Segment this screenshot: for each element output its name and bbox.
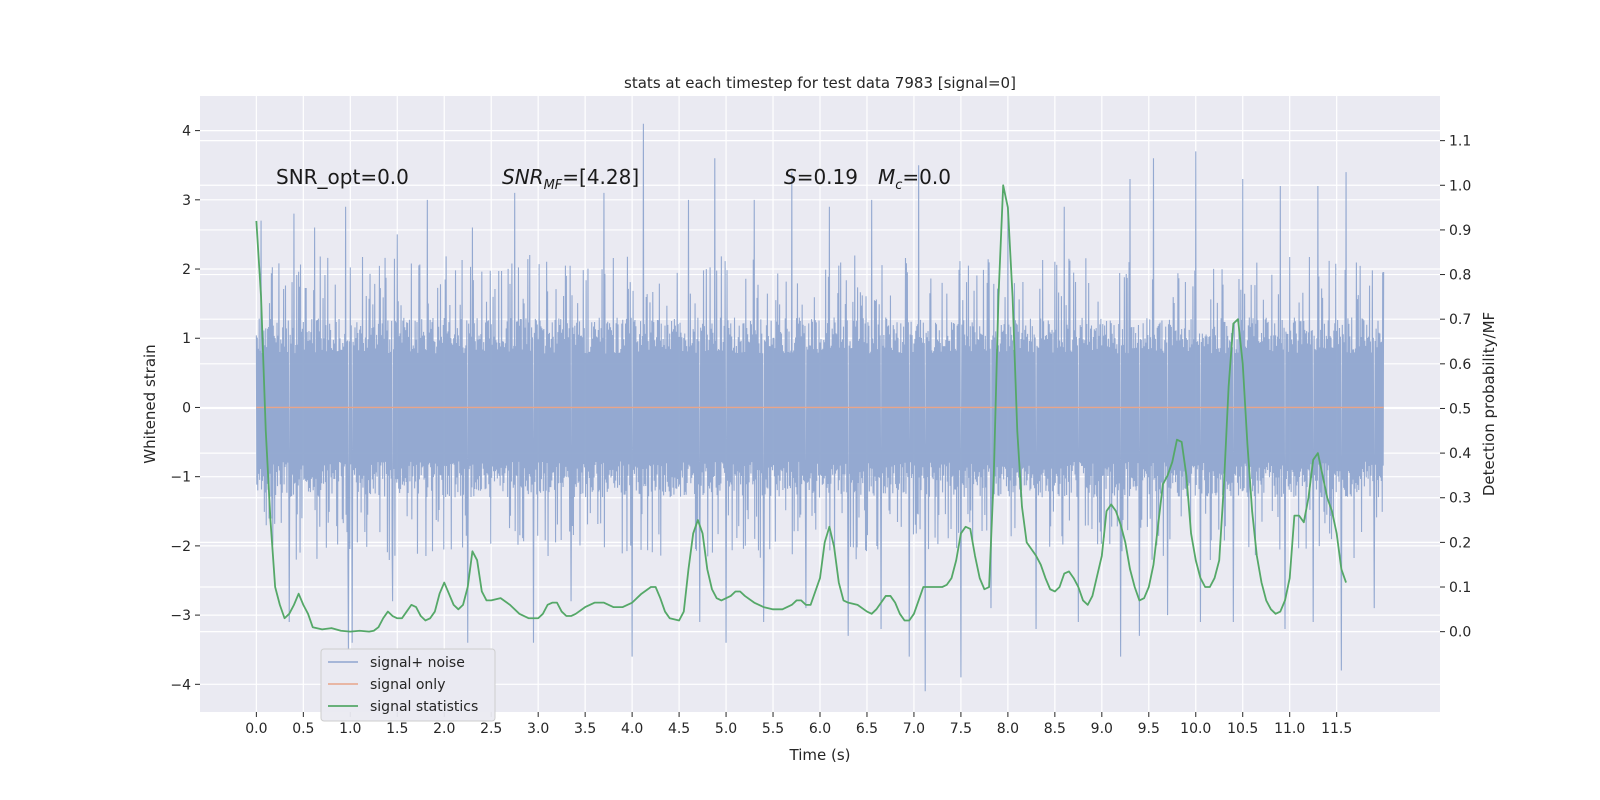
y-tick-label: 3 [182,193,191,209]
y2-tick-label: 0.2 [1449,535,1471,551]
axes: 0.0 0.5 1.0 1.5 2.0 2.5 3.0 3.5 4.0 4.5 5.0 5.5 6.0 6… [170,124,1471,737]
x-tick-label: 2.5 [480,721,502,737]
chart-title: stats at each timestep for test data 798… [624,74,1016,92]
y-tick-label: −2 [170,539,191,555]
x-tick-label: 7.5 [950,721,972,737]
y2-tick-label: 0.7 [1449,312,1471,328]
x-tick-label: 3.5 [574,721,596,737]
y-axis-label: Whitened strain [141,344,159,463]
y2-tick-label: 0.4 [1449,446,1471,462]
legend-box [320,648,496,722]
x-tick-label: 10.0 [1180,721,1211,737]
annotation-mc: Mc=0.0 [878,165,951,193]
x-tick-label: 5.0 [715,721,737,737]
y-tick-label: −3 [170,608,191,624]
y2-tick-label: 1.1 [1449,134,1471,150]
y2-tick-label: 0.3 [1449,491,1471,507]
noise-trace [255,123,1385,692]
y2-tick-label: 0.1 [1449,580,1471,596]
legend-label-signal-noise: signal+ noise [370,655,465,671]
y2-tick-label: 0.8 [1449,268,1471,284]
y-tick-label: −4 [170,677,191,693]
x-tick-label: 8.0 [997,721,1019,737]
x-tick-label: 0.5 [292,721,314,737]
series-signal-noise [255,123,1385,692]
annotation-snr-mf-value: =[4.28] [562,165,639,189]
y2-tick-label: 1.0 [1449,178,1471,194]
x-tick-label: 2.0 [433,721,455,737]
x-tick-label: 11.0 [1274,721,1305,737]
x-tick-label: 1.0 [339,721,361,737]
y-tick-label: 2 [182,262,191,278]
x-tick-label: 6.5 [856,721,878,737]
y-tick-label: −1 [170,470,191,486]
annotation-s-symbol: S [784,165,797,189]
legend: signal+ noise signal only signal statist… [320,648,496,722]
x-tick-label: 5.5 [762,721,784,737]
annotation-s-value: =0.19 [797,165,858,189]
series-signal-statistics [255,184,1347,633]
x-tick-label: 11.5 [1321,721,1352,737]
x-tick-label: 4.5 [668,721,690,737]
signal-statistics-line [255,184,1347,633]
y2-tick-label: 0.0 [1449,625,1471,641]
x-tick-label: 8.5 [1044,721,1066,737]
y2-tick-label: 0.6 [1449,357,1471,373]
y2-tick-label: 0.5 [1449,401,1471,417]
annotation-snr-mf: SNRMF=[4.28] [502,165,639,193]
x-tick-label: 10.5 [1227,721,1258,737]
annotation-mc-subscript: c [895,178,902,193]
y-tick-label: 1 [182,331,191,347]
legend-label-signal-statistics: signal statistics [370,699,478,715]
x-tick-label: 3.0 [527,721,549,737]
x-axis-label: Time (s) [789,746,851,764]
x-tick-label: 0.0 [245,721,267,737]
x-tick-label: 4.0 [621,721,643,737]
y-tick-label: 4 [182,124,191,140]
x-tick-label: 6.0 [809,721,831,737]
annotation-snr-mf-symbol: SNR [502,165,544,189]
annotation-snr-mf-subscript: MF [544,178,563,193]
y2-axis-label: Detection probability/MF [1480,312,1498,496]
x-tick-label: 1.5 [386,721,408,737]
annotation-s: S=0.19 [784,165,858,189]
annotation-snr-opt: SNR_opt=0.0 [276,165,409,189]
x-tick-label: 9.5 [1138,721,1160,737]
legend-label-signal-only: signal only [370,677,445,693]
annotation-mc-symbol: M [878,165,895,189]
x-tick-label: 9.0 [1091,721,1113,737]
annotation-mc-value: =0.0 [902,165,951,189]
y-tick-label: 0 [182,400,191,416]
y2-tick-label: 0.9 [1449,223,1471,239]
x-tick-label: 7.0 [903,721,925,737]
